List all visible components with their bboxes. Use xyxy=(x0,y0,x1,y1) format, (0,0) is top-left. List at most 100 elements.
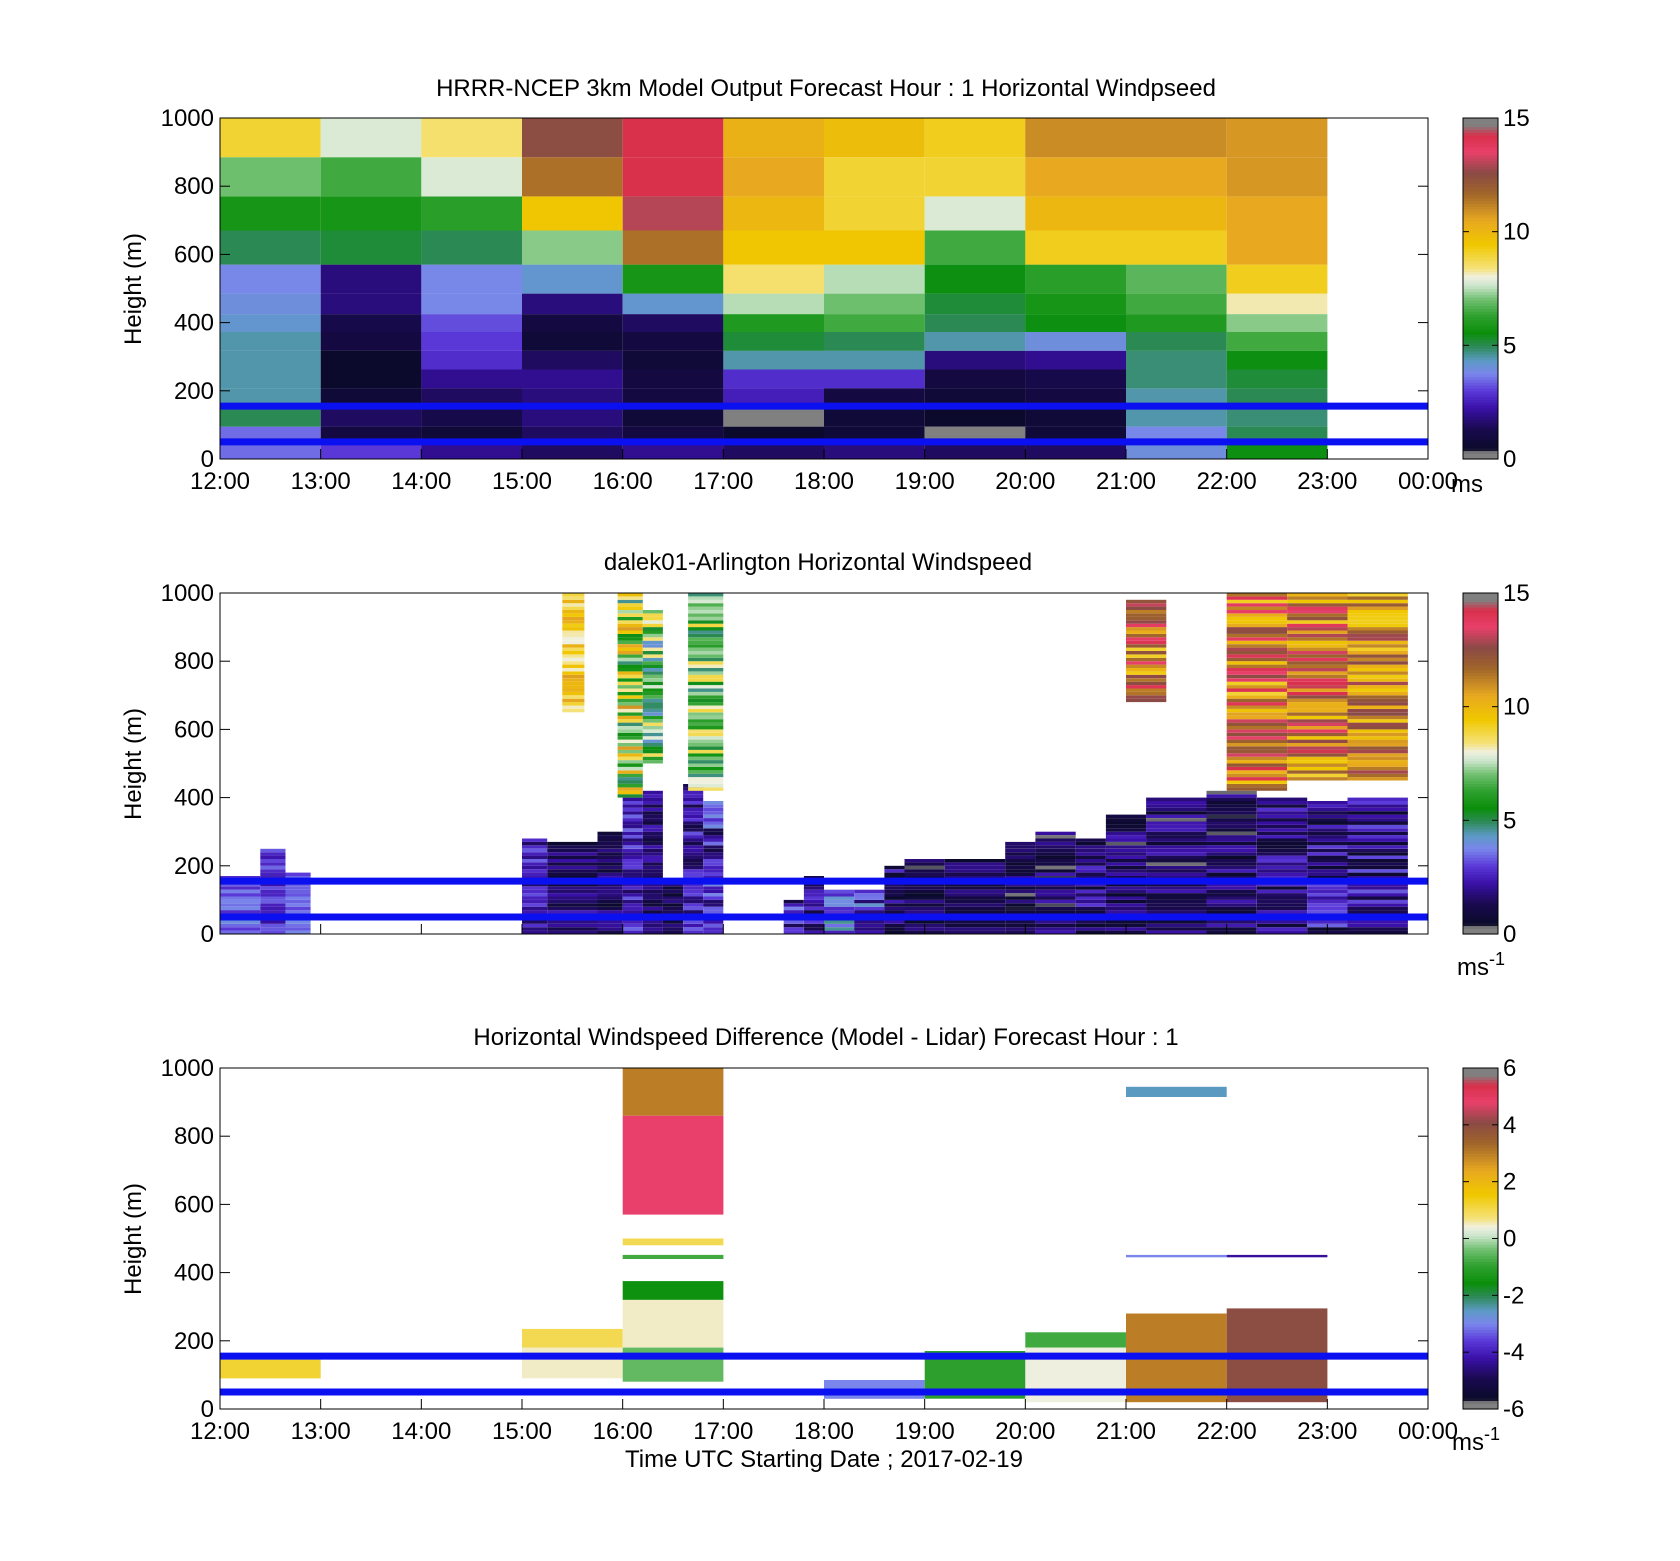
model-cell xyxy=(1126,230,1227,265)
lidar-cell xyxy=(944,903,1006,907)
lidar-cell xyxy=(522,927,548,931)
model-cell xyxy=(622,264,724,294)
lidar-cell xyxy=(1287,763,1348,767)
lidar-cell xyxy=(1005,869,1036,873)
lidar-cell xyxy=(220,910,261,914)
lidar-cell xyxy=(622,852,643,856)
model-cell xyxy=(924,444,1026,459)
lidar-cell xyxy=(944,893,1006,897)
lidar-colorbar-segment xyxy=(1463,800,1498,804)
lidar-cell xyxy=(1035,845,1076,849)
lidar-cell xyxy=(803,882,824,887)
lidar-cell xyxy=(1126,613,1167,617)
lidar-cell xyxy=(1206,824,1257,829)
lidar-cell xyxy=(562,630,585,634)
model-cell xyxy=(220,314,321,332)
lidar-cell xyxy=(522,865,548,870)
lidar-colorbar-segment xyxy=(1463,683,1498,688)
model-colorbar-segment xyxy=(1463,308,1498,312)
lidar-cell xyxy=(1347,811,1408,815)
model-colorbar-segment xyxy=(1463,240,1498,244)
lidar-colorbar-segment xyxy=(1463,919,1498,924)
model-title: HRRR-NCEP 3km Model Output Forecast Hour… xyxy=(436,75,1216,102)
difference-colorbar-segment xyxy=(1463,1133,1498,1137)
model-colorbar-segment xyxy=(1463,433,1498,437)
difference-cell xyxy=(1025,1332,1126,1348)
model-cell xyxy=(924,196,1026,231)
difference-colorbar-segment xyxy=(1463,1244,1498,1248)
lidar-cell xyxy=(1226,657,1288,662)
lidar-cell xyxy=(1146,930,1207,934)
lidar-cell xyxy=(683,862,704,866)
lidar-cell xyxy=(617,787,643,791)
lidar-cell xyxy=(1256,855,1308,859)
lidar-cell xyxy=(1206,910,1257,914)
lidar-colorbar-segment xyxy=(1463,868,1498,873)
lidar-cell xyxy=(617,702,643,706)
lidar-cell xyxy=(1307,886,1348,890)
lidar-cell xyxy=(622,824,643,829)
lidar-cell xyxy=(617,640,643,645)
difference-colorbar-segment xyxy=(1463,1278,1498,1282)
lidar-cell xyxy=(622,845,643,849)
lidar-cell xyxy=(703,814,724,818)
difference-colorbar-segment xyxy=(1463,1397,1498,1402)
lidar-cell xyxy=(642,807,663,812)
lidar-cell xyxy=(597,899,623,904)
lidar-cell xyxy=(622,855,643,859)
lidar-cell xyxy=(1287,719,1348,723)
model-cell xyxy=(824,118,925,158)
lidar-cell xyxy=(703,852,724,856)
lidar-cell xyxy=(642,841,663,846)
model-colorbar-segment xyxy=(1463,370,1498,375)
lidar-cell xyxy=(688,715,724,720)
lidar-colorbar-segment xyxy=(1463,703,1498,708)
lidar-cell xyxy=(617,630,643,634)
lidar-cell xyxy=(1347,869,1408,873)
model-x-tick-label: 20:00 xyxy=(995,468,1055,495)
lidar-cell xyxy=(617,661,643,665)
lidar-cell xyxy=(1226,756,1288,761)
difference-unit-exponent: -1 xyxy=(1484,1424,1500,1444)
lidar-cell xyxy=(642,623,663,628)
lidar-cell xyxy=(688,787,724,791)
lidar-cell xyxy=(522,896,548,900)
lidar-cell xyxy=(1075,903,1106,907)
lidar-cell xyxy=(1126,661,1167,665)
model-cell xyxy=(320,388,422,407)
model-colorbar-segment xyxy=(1463,248,1498,253)
lidar-cell xyxy=(884,899,905,904)
lidar-cell xyxy=(642,790,663,795)
lidar-cell xyxy=(622,893,643,897)
lidar-cell xyxy=(285,882,311,887)
lidar-cell xyxy=(642,824,663,829)
difference-colorbar-segment xyxy=(1463,1337,1498,1342)
model-colorbar-segment xyxy=(1463,336,1498,341)
lidar-cell xyxy=(547,862,598,866)
difference-colorbar-segment xyxy=(1463,1303,1498,1308)
difference-y-tick-label: 0 xyxy=(201,1396,214,1423)
lidar-cell xyxy=(562,627,585,631)
lidar-cell xyxy=(1347,681,1408,686)
lidar-cell xyxy=(688,637,724,641)
lidar-cell xyxy=(1287,681,1348,686)
difference-colorbar-segment xyxy=(1463,1164,1498,1169)
lidar-unit-base: ms xyxy=(1457,954,1489,981)
lidar-cell xyxy=(688,671,724,675)
model-y-tick-label: 400 xyxy=(174,310,214,337)
lidar-cell xyxy=(1347,882,1408,887)
lidar-cell xyxy=(683,848,704,853)
lidar-cell xyxy=(1105,882,1147,887)
model-colorbar-segment xyxy=(1463,382,1498,386)
difference-colorbar-segment xyxy=(1463,1301,1498,1305)
lidar-cell xyxy=(662,896,683,900)
lidar-cell xyxy=(904,886,945,890)
difference-x-tick-label: 18:00 xyxy=(794,1418,854,1445)
lidar-colorbar-segment xyxy=(1463,860,1498,864)
lidar-cell xyxy=(1146,845,1207,849)
lidar-cell xyxy=(1307,910,1348,914)
